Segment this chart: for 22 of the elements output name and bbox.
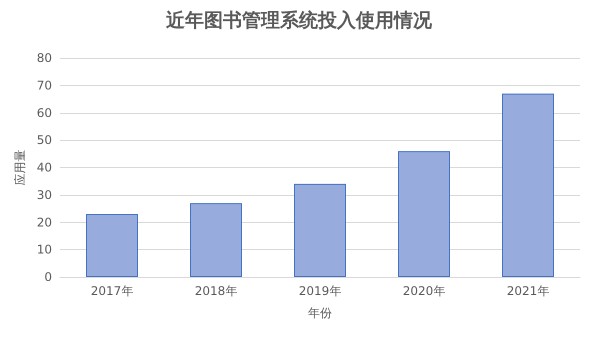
y-tick-label: 50: [36, 133, 52, 148]
y-tick-label: 80: [36, 51, 52, 65]
y-tick-label: 10: [36, 242, 52, 257]
chart-title: 近年图书管理系统投入使用情况: [165, 10, 433, 32]
bar: [502, 94, 554, 277]
y-tick-label: 60: [36, 106, 52, 120]
y-tick-label: 70: [36, 78, 52, 92]
bar: [86, 214, 138, 277]
x-tick-label: 2020年: [402, 284, 446, 298]
x-tick-label: 2021年: [506, 284, 550, 298]
y-axis-title: 应用量: [12, 150, 27, 186]
x-tick-label: 2019年: [298, 284, 342, 298]
bar: [294, 184, 346, 277]
y-tick-label: 40: [36, 160, 52, 174]
x-tick-label: 2018年: [194, 284, 238, 298]
x-axis-title: 年份: [308, 306, 332, 320]
bar: [398, 151, 450, 277]
bar: [190, 203, 242, 277]
x-tick-label: 2017年: [90, 284, 134, 298]
y-tick-label: 20: [36, 215, 52, 230]
y-tick-label: 30: [36, 188, 52, 202]
y-tick-label: 0: [44, 270, 52, 284]
